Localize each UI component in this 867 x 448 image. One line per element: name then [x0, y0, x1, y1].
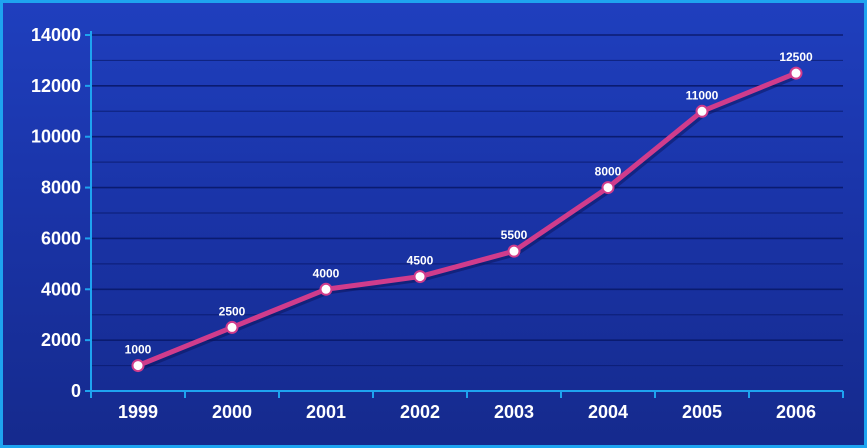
series	[131, 66, 803, 373]
y-tick-label: 10000	[31, 127, 81, 147]
y-tick-label: 14000	[31, 25, 81, 45]
data-labels: 1000 2500 4000 4500 5500 8000 11000 12500	[125, 50, 813, 356]
x-tick-label: 2004	[588, 402, 628, 422]
data-point	[225, 320, 239, 334]
data-point	[601, 181, 615, 195]
y-axis-ticks: 0 2000 4000 6000 8000 10000 12000 14000	[31, 25, 91, 401]
data-point	[413, 270, 427, 284]
x-tick-label: 2003	[494, 402, 534, 422]
data-label: 5500	[501, 228, 528, 242]
x-tick-label: 2002	[400, 402, 440, 422]
gridlines	[91, 34, 843, 367]
data-point	[319, 282, 333, 296]
x-tick-label: 1999	[118, 402, 158, 422]
y-tick-label: 4000	[41, 279, 81, 299]
data-label: 2500	[219, 304, 246, 318]
x-tick-label: 2005	[682, 402, 722, 422]
data-label: 12500	[779, 50, 813, 64]
x-tick-label: 2001	[306, 402, 346, 422]
x-tick-label: 2006	[776, 402, 816, 422]
series-line	[135, 70, 799, 369]
y-tick-label: 2000	[41, 330, 81, 350]
y-tick-label: 8000	[41, 178, 81, 198]
line-chart: 0 2000 4000 6000 8000 10000 12000 14000 1999 200…	[31, 25, 844, 422]
y-tick-label: 0	[71, 381, 81, 401]
data-label: 1000	[125, 343, 152, 357]
data-label: 4000	[313, 266, 340, 280]
data-label: 8000	[595, 165, 622, 179]
data-label: 11000	[686, 88, 719, 102]
x-tick-label: 2000	[212, 402, 252, 422]
y-tick-label: 12000	[31, 76, 81, 96]
x-axis-ticks: 1999 2000 2001 2002 2003 2004 2005 2006	[90, 391, 844, 422]
data-point	[789, 66, 803, 80]
data-point	[131, 359, 145, 373]
data-label: 4500	[407, 254, 434, 268]
y-tick-label: 6000	[41, 228, 81, 248]
data-point	[507, 244, 521, 258]
data-point	[695, 104, 709, 118]
